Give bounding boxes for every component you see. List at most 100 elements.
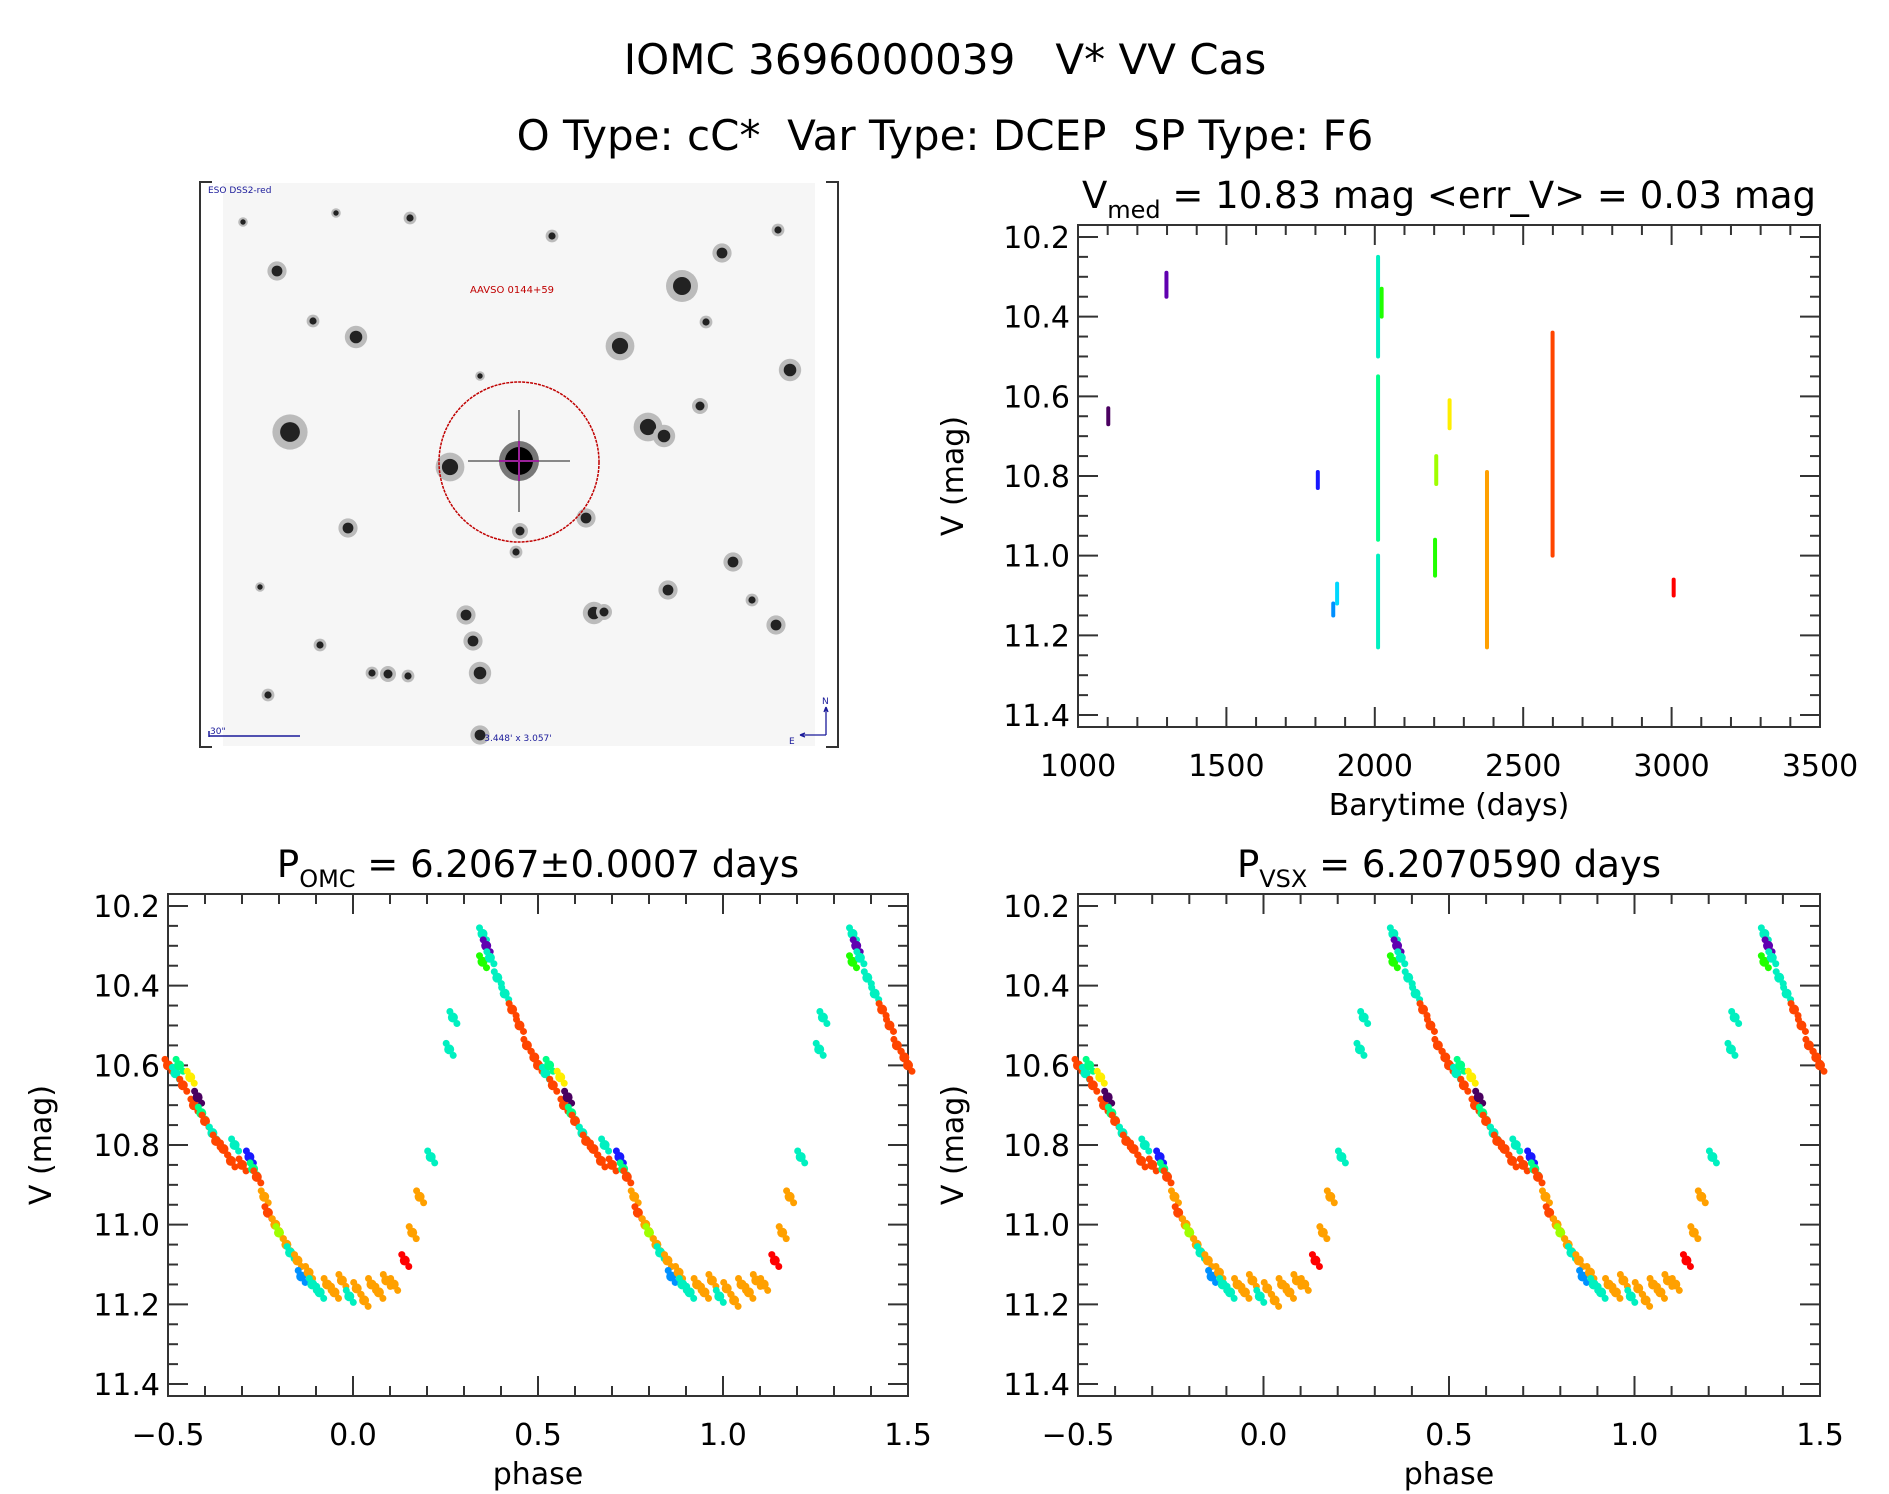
star (695, 401, 705, 411)
data-point (1269, 1295, 1280, 1306)
data-point (1490, 1131, 1498, 1139)
data-point (1354, 1044, 1365, 1055)
data-point (1705, 1147, 1713, 1155)
data-point (1179, 1215, 1187, 1223)
data-point (847, 956, 858, 967)
data-point (198, 1111, 206, 1119)
data-point (749, 1270, 757, 1278)
star (473, 666, 487, 680)
data-point (447, 1012, 458, 1023)
data-point (490, 968, 498, 976)
data-point (823, 1019, 831, 1027)
fov-label: 3.448' x 3.057' (484, 734, 552, 744)
x-tick-label: 3000 (1633, 749, 1709, 784)
data-point (1108, 1111, 1116, 1119)
y-tick-label: 10.4 (1003, 301, 1070, 336)
data-point (735, 1274, 742, 1282)
data-point (1201, 1251, 1209, 1259)
star (333, 210, 339, 216)
phase-plot-vsx: PVSX = 6.2070590 days −0.5 0.0 0.5 1.0 1.5 10.… (936, 843, 1844, 1492)
data-point (1323, 1235, 1331, 1243)
data-point (1639, 1290, 1647, 1298)
data-point (283, 1243, 291, 1251)
data-point (328, 1282, 335, 1290)
data-point (1712, 1159, 1720, 1167)
data-point (1509, 1135, 1517, 1143)
data-point (1618, 1275, 1629, 1286)
data-point (816, 1008, 824, 1016)
y-tick-label: 11.2 (1003, 1288, 1070, 1323)
y-tick-label: 10.8 (1003, 1129, 1070, 1164)
target-label: AAVSO 0144+59 (470, 285, 554, 296)
data-point (1093, 1067, 1101, 1075)
data-point (1655, 1287, 1666, 1298)
data-point (1297, 1274, 1305, 1282)
y-tick-label: 11.4 (1003, 1368, 1070, 1403)
data-point (1171, 1203, 1179, 1211)
data-point (444, 1044, 455, 1055)
data-point (607, 1159, 617, 1170)
data-point (174, 1060, 185, 1071)
data-point (621, 1171, 632, 1182)
data-point (1156, 1159, 1164, 1167)
x-tick-label: −0.5 (1042, 1418, 1115, 1453)
data-point (698, 1282, 705, 1290)
data-point (540, 1068, 551, 1079)
data-point (734, 1302, 742, 1310)
data-point (860, 968, 868, 976)
data-point (1451, 1068, 1462, 1079)
data-point (1813, 1055, 1821, 1063)
star (271, 265, 283, 277)
data-point (1764, 964, 1772, 972)
data-point (1594, 1282, 1602, 1290)
y-tick-label: 11.0 (93, 1209, 160, 1244)
data-point (405, 1263, 413, 1271)
data-point (1162, 1171, 1173, 1182)
data-point (477, 956, 488, 967)
data-point (775, 1223, 783, 1231)
data-point (1225, 1287, 1236, 1298)
data-point (1388, 956, 1399, 967)
data-point (442, 1039, 450, 1047)
data-point (1472, 1087, 1480, 1095)
data-point (758, 1279, 769, 1290)
data-point (714, 1291, 725, 1302)
data-point (274, 1227, 284, 1238)
data-point (719, 1298, 727, 1306)
y-tick-label: 11.0 (1003, 1209, 1070, 1244)
data-point (875, 1000, 883, 1008)
data-point (631, 1203, 639, 1211)
data-point (666, 1271, 677, 1282)
data-point (1774, 972, 1785, 983)
data-point (712, 1286, 720, 1294)
data-point (1442, 1055, 1450, 1063)
data-point (1184, 1227, 1195, 1238)
data-point (1531, 1167, 1539, 1175)
data-point (853, 964, 860, 972)
data-point (1616, 1270, 1624, 1278)
star (727, 556, 739, 568)
data-point (1193, 1243, 1201, 1251)
data-point (627, 1179, 635, 1187)
data-point (498, 984, 506, 992)
data-point (1386, 952, 1394, 960)
data-point (453, 1019, 461, 1027)
data-point (1455, 1060, 1466, 1071)
data-point (612, 1167, 620, 1175)
data-point (1616, 1294, 1624, 1302)
title-text: = 6.2067±0.0007 days (356, 843, 800, 886)
data-point (1231, 1274, 1239, 1282)
data-point (849, 936, 857, 944)
data-point (1542, 1203, 1550, 1211)
data-point (1701, 1199, 1709, 1207)
data-point (1538, 1187, 1546, 1195)
data-point (294, 1267, 302, 1274)
star (702, 318, 710, 326)
x-tick-label: 3500 (1782, 749, 1858, 784)
data-point (908, 1067, 916, 1075)
data-point (1625, 1291, 1636, 1302)
data-point (350, 1278, 358, 1286)
figure-subtitle: O Type: cC* Var Type: DCEP SP Type: F6 (517, 111, 1374, 160)
data-point (560, 1079, 568, 1087)
data-point (847, 928, 858, 939)
